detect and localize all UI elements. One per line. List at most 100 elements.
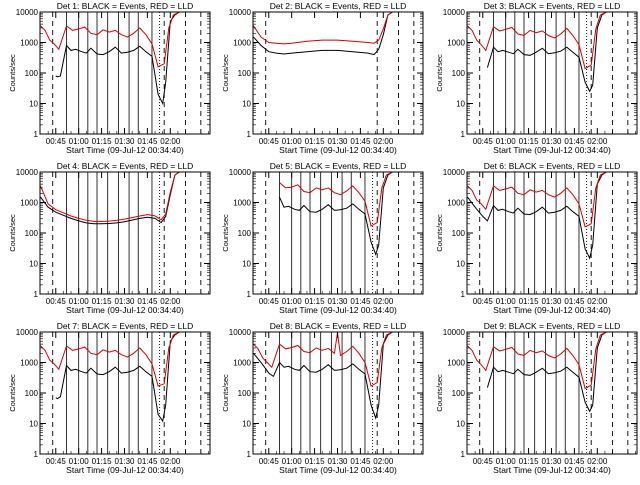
y-tick-label: 10 [242,420,251,429]
detector-panel-9: 1 10 100 1000 10000 00:45 01:00 01:15 01:30 01:45… [435,321,638,475]
plot-frame [39,171,211,295]
panel-title: Det 9: BLACK = Events, RED = LLD [484,321,621,331]
series-line-events [40,171,180,225]
y-axis-label: Counts/sec [221,214,230,252]
y-tick-label: 10 [29,260,38,269]
series-line-events [467,171,607,260]
x-tick-label: 01:30 [327,457,348,466]
y-tick-label: 10 [456,420,465,429]
detector-panel-3: 1 10 100 1000 10000 00:45 01:00 01:15 01:30 01:45… [435,1,638,155]
x-tick-label: 00:45 [46,137,67,146]
detector-panel-6: 1 10 100 1000 10000 00:45 01:00 01:15 01:30 01:45… [435,161,638,315]
panel-title: Det 2: BLACK = Events, RED = LLD [270,1,407,11]
detector-panel-1: 1 10 100 1000 10000 00:45 01:00 01:15 01:30 01:45… [8,1,211,155]
y-tick-label: 10 [456,100,465,109]
y-tick-label: 10000 [16,8,39,17]
y-tick-label: 1 [461,290,466,299]
x-tick-label: 01:30 [327,297,348,306]
y-tick-label: 100 [452,69,466,78]
x-axis-label: Start Time (09-Jul-12 00:34:40) [493,305,611,315]
x-axis-label: Start Time (09-Jul-12 00:34:40) [66,145,184,155]
y-tick-label: 1 [34,450,39,459]
y-axis-label: Counts/sec [221,54,230,92]
y-axis-label: Counts/sec [8,54,17,92]
x-tick-label: 00:45 [473,457,494,466]
x-tick-label: 02:00 [587,457,608,466]
detector-panel-5: 1 10 100 1000 10000 00:45 01:00 01:15 01:30 01:45… [221,161,424,315]
x-tick-label: 01:45 [564,137,585,146]
x-tick-label: 01:45 [564,297,585,306]
x-axis-label: Start Time (09-Jul-12 00:34:40) [279,305,397,315]
x-tick-label: 02:00 [373,297,394,306]
plot-frame [252,331,424,455]
y-axis-label: Counts/sec [435,214,444,252]
series-line-lld [253,11,393,45]
x-tick-label: 01:30 [114,137,135,146]
y-tick-label: 10000 [16,328,39,337]
x-tick-label: 01:00 [496,297,517,306]
x-tick-label: 01:15 [519,297,540,306]
x-axis-label: Start Time (09-Jul-12 00:34:40) [66,465,184,475]
y-axis-label: Counts/sec [8,214,17,252]
y-tick-label: 100 [452,389,466,398]
y-tick-label: 100 [452,229,466,238]
x-tick-label: 01:00 [496,137,517,146]
y-tick-label: 100 [25,229,39,238]
series-line-lld [40,171,180,222]
x-tick-label: 00:45 [473,137,494,146]
x-tick-label: 02:00 [160,457,181,466]
x-tick-label: 02:00 [160,137,181,146]
y-axis-label: Counts/sec [8,374,17,412]
detector-panel-8: 1 10 100 1000 10000 00:45 01:00 01:15 01:30 01:45… [221,321,424,475]
x-tick-label: 02:00 [373,457,394,466]
x-axis-label: Start Time (09-Jul-12 00:34:40) [493,465,611,475]
panel-title: Det 8: BLACK = Events, RED = LLD [270,321,407,331]
y-tick-label: 1 [461,450,466,459]
y-tick-label: 1000 [447,199,465,208]
panel-title: Det 3: BLACK = Events, RED = LLD [484,1,621,11]
y-tick-label: 1000 [233,199,251,208]
y-tick-label: 100 [25,69,39,78]
y-tick-label: 100 [238,69,252,78]
y-tick-label: 1 [461,130,466,139]
x-axis-label: Start Time (09-Jul-12 00:34:40) [279,145,397,155]
x-tick-label: 01:15 [519,137,540,146]
x-tick-label: 00:45 [259,137,280,146]
x-tick-label: 01:00 [69,457,90,466]
y-axis-label: Counts/sec [435,54,444,92]
y-tick-label: 10 [456,260,465,269]
series-line-lld [467,11,607,70]
y-tick-label: 100 [25,389,39,398]
y-tick-label: 1 [247,450,252,459]
series-line-events [486,11,607,93]
x-tick-label: 01:30 [541,297,562,306]
x-tick-label: 01:45 [564,457,585,466]
y-tick-label: 10000 [443,8,466,17]
series-line-lld [40,331,180,387]
x-tick-label: 01:15 [519,457,540,466]
y-tick-label: 1000 [447,39,465,48]
panel-title: Det 4: BLACK = Events, RED = LLD [57,161,194,171]
x-tick-label: 00:45 [46,297,67,306]
y-tick-label: 1 [34,290,39,299]
series-line-events [55,331,180,423]
x-tick-label: 00:45 [259,457,280,466]
x-tick-label: 01:45 [350,457,371,466]
y-tick-label: 10000 [443,328,466,337]
x-tick-label: 01:45 [137,137,158,146]
series-line-lld [279,171,393,227]
series-line-lld [467,331,607,390]
series-line-lld [40,11,180,68]
x-tick-label: 01:15 [305,137,326,146]
x-tick-label: 02:00 [373,137,394,146]
y-tick-label: 1000 [20,39,38,48]
x-tick-label: 00:45 [259,297,280,306]
x-tick-label: 01:00 [282,457,303,466]
detector-panel-7: 1 10 100 1000 10000 00:45 01:00 01:15 01:30 01:45… [8,321,211,475]
series-line-lld [467,171,607,228]
detector-panel-4: 1 10 100 1000 10000 00:45 01:00 01:15 01:30 01:45… [8,161,211,315]
y-tick-label: 1000 [233,39,251,48]
x-tick-label: 01:30 [541,457,562,466]
x-tick-label: 01:30 [327,137,348,146]
y-axis-label: Counts/sec [221,374,230,412]
